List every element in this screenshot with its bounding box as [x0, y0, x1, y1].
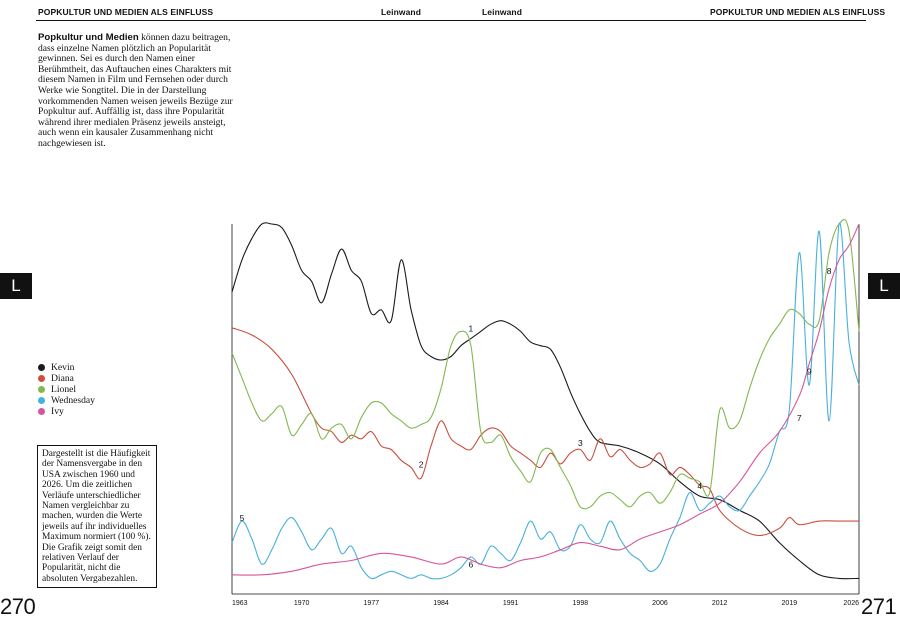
annotation-5: 5 [240, 513, 245, 523]
intro-lead: Popkultur und Medien [38, 32, 139, 43]
annotation-6: 6 [468, 560, 473, 570]
annotation-1: 1 [468, 323, 473, 333]
legend-dot-lionel [38, 386, 45, 393]
running-head-center-left: Leinwand [381, 7, 421, 17]
legend-label-ivy: Ivy [51, 406, 64, 417]
legend-dot-ivy [38, 408, 45, 415]
x-tick-label: 1977 [364, 600, 380, 607]
x-tick-label: 1998 [573, 600, 589, 607]
legend-label-wednesday: Wednesday [51, 395, 95, 406]
legend-label-lionel: Lionel [51, 384, 77, 395]
annotation-2: 2 [419, 459, 424, 469]
legend-label-diana: Diana [51, 373, 74, 384]
running-head-center-right: Leinwand [482, 7, 522, 17]
legend-item-ivy: Ivy [38, 406, 95, 417]
series-line-kevin [231, 222, 860, 580]
section-tab-left: L [0, 273, 32, 299]
annotation-7: 7 [797, 413, 802, 423]
legend-item-diana: Diana [38, 373, 95, 384]
page-number-left: 270 [0, 594, 36, 619]
x-tick-label: 1963 [232, 600, 248, 607]
intro-body: können dazu beitragen, dass einzelne Nam… [38, 32, 233, 149]
legend-item-lionel: Lionel [38, 384, 95, 395]
annotation-9: 9 [807, 366, 812, 376]
series-line-ivy [231, 223, 860, 576]
page-number-right: 271 [861, 594, 897, 619]
x-tick-label: 1984 [433, 600, 449, 607]
x-tick-label: 2019 [782, 600, 798, 607]
chart-legend: Kevin Diana Lionel Wednesday Ivy [38, 362, 95, 417]
annotation-3: 3 [578, 438, 583, 448]
section-tab-right: L [868, 273, 900, 299]
header-rule [36, 20, 866, 21]
series-line-lionel [231, 218, 860, 510]
x-tick-label: 2012 [712, 600, 728, 607]
x-tick-label: 2006 [652, 600, 668, 607]
x-tick-label: 2026 [843, 600, 859, 607]
legend-item-kevin: Kevin [38, 362, 95, 373]
legend-dot-diana [38, 375, 45, 382]
legend-dot-kevin [38, 364, 45, 371]
running-head-left: POPKULTUR UND MEDIEN ALS EINFLUSS [38, 7, 214, 17]
legend-dot-wednesday [38, 397, 45, 404]
annotation-4: 4 [697, 481, 702, 491]
legend-item-wednesday: Wednesday [38, 395, 95, 406]
series-line-wednesday [231, 222, 860, 580]
intro-paragraph: Popkultur und Medien können dazu beitrag… [38, 32, 246, 150]
x-tick-label: 1970 [294, 600, 310, 607]
legend-label-kevin: Kevin [51, 362, 75, 373]
x-tick-label: 1991 [503, 600, 519, 607]
annotation-8: 8 [827, 266, 832, 276]
series-line-diana [231, 327, 859, 537]
method-note: Dargestellt ist die Häufigkeit der Namen… [37, 445, 157, 589]
running-head-right: POPKULTUR UND MEDIEN ALS EINFLUSS [710, 7, 886, 17]
